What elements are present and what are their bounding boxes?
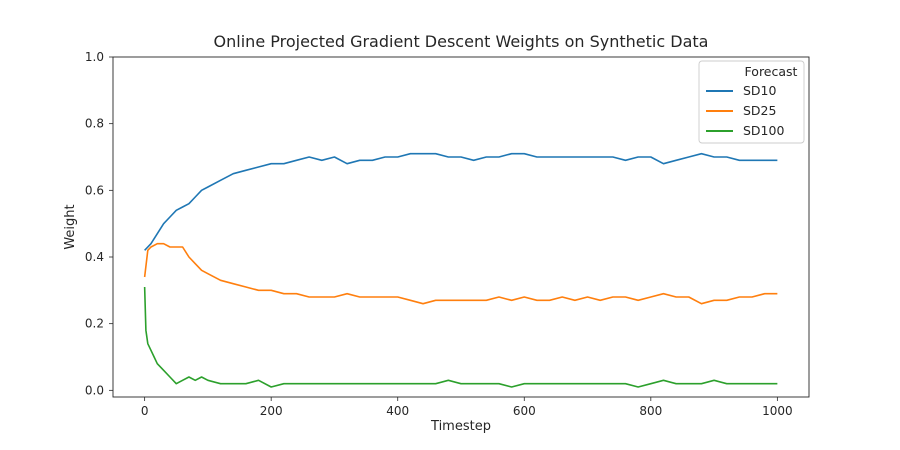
x-tick-label: 600 — [513, 404, 536, 418]
y-tick-label: 0.6 — [85, 183, 104, 197]
legend: Forecast SD10 SD25 SD100 — [698, 60, 805, 144]
series-lines — [143, 152, 778, 388]
legend-box — [698, 60, 805, 144]
series-line-sd25 — [143, 242, 778, 305]
x-axis: 0 200 400 600 800 1000 — [141, 397, 793, 418]
y-tick-label: 0.0 — [85, 383, 104, 397]
y-tick-label: 0.8 — [85, 117, 104, 131]
x-tick-label: 400 — [386, 404, 409, 418]
x-axis-label: Timestep — [430, 419, 491, 434]
series-line-sd10 — [144, 152, 778, 251]
x-tick-label: 800 — [639, 404, 662, 418]
y-tick-label: 0.4 — [85, 250, 104, 264]
x-tick-label: 200 — [260, 404, 283, 418]
legend-label-sd25: SD25 — [743, 103, 776, 118]
x-tick-label: 1000 — [762, 404, 793, 418]
plot-area — [112, 56, 810, 398]
y-tick-label: 0.2 — [85, 317, 104, 331]
y-tick-label: 1.0 — [85, 50, 104, 64]
legend-label-sd10: SD10 — [743, 83, 777, 98]
chart-title: Online Projected Gradient Descent Weight… — [214, 32, 709, 51]
legend-entries: SD10 SD25 SD100 — [706, 83, 784, 138]
y-axis-label: Weight — [63, 204, 78, 249]
legend-label-sd100: SD100 — [743, 123, 784, 138]
y-axis: 0.0 0.2 0.4 0.6 0.8 1.0 — [85, 50, 113, 397]
series-line-sd100 — [143, 286, 778, 388]
legend-title: Forecast — [745, 64, 798, 79]
x-tick-label: 0 — [141, 404, 149, 418]
